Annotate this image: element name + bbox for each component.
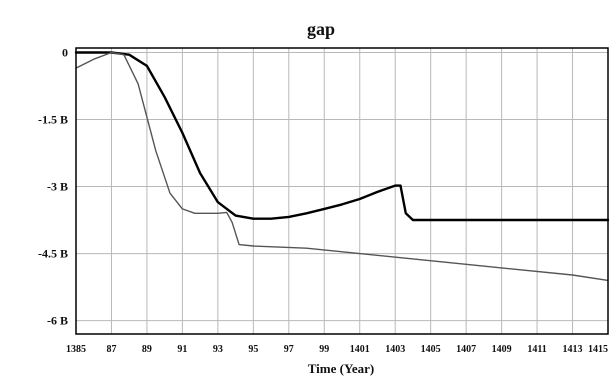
x-tick-label: 1407 (456, 344, 476, 355)
x-tick-label: 91 (177, 344, 187, 355)
series-line-1 (74, 51, 610, 222)
y-tick-label: -3 B (47, 180, 68, 194)
grid-lines (75, 48, 609, 334)
x-tick-label: 1411 (527, 344, 546, 355)
x-tick-label: 93 (213, 344, 223, 355)
y-axis-ticks: 0 -1.5 B -3 B -4.5 B -6 B (38, 45, 68, 327)
y-tick-label: -1.5 B (38, 113, 68, 127)
x-tick-label: 1401 (350, 344, 370, 355)
x-tick-label: 1405 (421, 344, 441, 355)
x-tick-label: 1409 (492, 344, 512, 355)
chart-title: gap (307, 19, 335, 39)
x-tick-label: 89 (142, 344, 152, 355)
plot-frame (75, 47, 609, 335)
y-tick-label: 0 (62, 45, 68, 59)
x-tick-label: 1415 (588, 344, 608, 355)
series-lines (74, 51, 610, 282)
x-axis-title: Time (Year) (308, 361, 375, 376)
x-tick-label: 87 (106, 344, 116, 355)
x-axis-ticks: 1385 87 89 91 93 95 97 99 1401 1403 1405 1407 1409 14… (66, 344, 608, 355)
x-tick-label: 1413 (563, 344, 583, 355)
x-tick-label: 95 (248, 344, 258, 355)
y-tick-label: -4.5 B (38, 247, 68, 261)
series-line-2 (75, 51, 609, 282)
y-tick-label: -6 B (47, 314, 68, 328)
x-tick-label: 1403 (385, 344, 405, 355)
x-tick-label: 1385 (66, 344, 86, 355)
x-tick-label: 97 (284, 344, 294, 355)
x-tick-label: 99 (319, 344, 329, 355)
